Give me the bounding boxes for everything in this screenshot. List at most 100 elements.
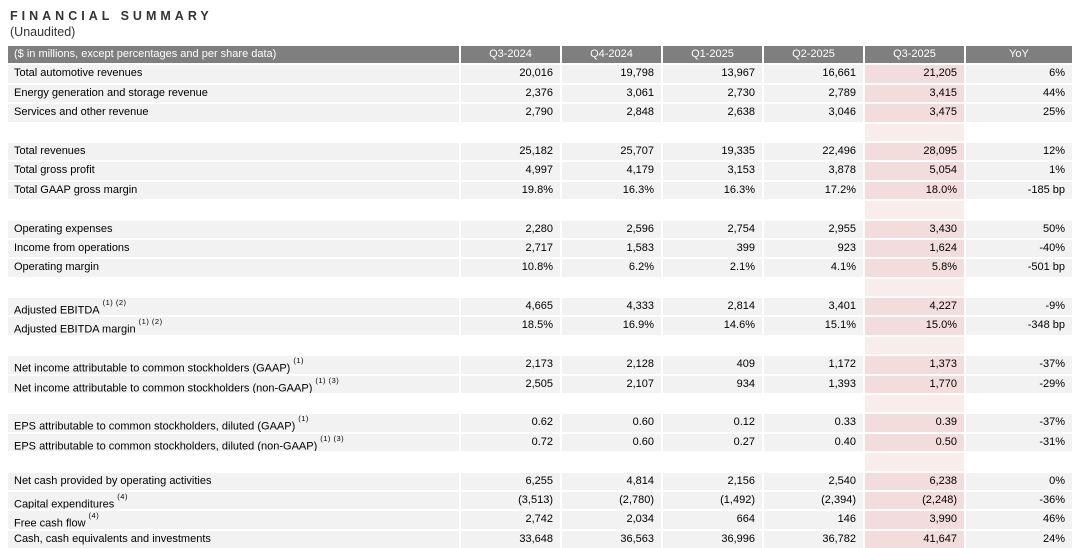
cell-value: 15.1% [764, 317, 863, 335]
row-label: Capital expenditures [14, 498, 115, 510]
yoy-value: 50% [966, 220, 1072, 238]
spacer-cell [764, 124, 863, 141]
cell-value: 2,596 [562, 220, 661, 238]
spacer-cell [764, 279, 863, 296]
yoy-value: -501 bp [966, 259, 1072, 277]
row-label-cell: Net income attributable to common stockh… [8, 375, 459, 394]
cell-value-highlight: 0.39 [865, 414, 964, 432]
cell-value-highlight: 3,475 [865, 104, 964, 122]
cell-value: (2,394) [764, 491, 863, 510]
yoy-value: 24% [966, 530, 1072, 548]
cell-value: 16.3% [663, 181, 762, 200]
spacer-cell [461, 453, 560, 470]
spacer-cell [663, 337, 762, 354]
table-row: Total GAAP gross margin 19.8% 16.3% 16.3% 17… [8, 181, 1072, 200]
row-label-cell: Total GAAP gross margin [8, 181, 459, 200]
row-label-cell: Free cash flow(4) [8, 511, 459, 529]
cell-value: 33,648 [461, 530, 560, 548]
header-cell: Q1-2025 [663, 46, 762, 64]
spacer-cell [966, 337, 1072, 354]
spacer-cell [865, 278, 964, 297]
cell-value: 2,754 [663, 220, 762, 238]
yoy-value: -185 bp [966, 181, 1072, 200]
cell-value-highlight: 3,990 [865, 511, 964, 529]
cell-value: 0.40 [764, 433, 863, 452]
row-label: Free cash flow [14, 518, 86, 529]
yoy-value: -348 bp [966, 317, 1072, 335]
cell-value: 16.3% [562, 181, 661, 200]
header-cell: Q3-2025 [865, 46, 964, 64]
yoy-value: 6% [966, 65, 1072, 83]
cell-value: 0.60 [562, 414, 661, 432]
spacer-cell [562, 201, 661, 218]
cell-value: 2,717 [461, 239, 560, 258]
cell-value: 399 [663, 239, 762, 258]
cell-value: 2,540 [764, 472, 863, 490]
cell-value: 17.2% [764, 181, 863, 200]
spacer-cell [865, 453, 964, 471]
spacer-cell [461, 395, 560, 412]
spacer-cell [461, 279, 560, 296]
cell-value: 2,173 [461, 356, 560, 374]
row-label-cell: Total gross profit [8, 162, 459, 180]
spacer-cell [461, 337, 560, 354]
table-row: Income from operations 2,717 1,583 399 923 1,… [8, 239, 1072, 258]
yoy-value: -40% [966, 239, 1072, 258]
cell-value: 934 [663, 375, 762, 394]
cell-value: 6,255 [461, 472, 560, 490]
cell-value: 0.12 [663, 414, 762, 432]
spacer-cell [8, 453, 459, 470]
row-label-cell: Income from operations [8, 239, 459, 258]
cell-value: 409 [663, 356, 762, 374]
cell-value: 2,638 [663, 104, 762, 122]
spacer-cell [764, 395, 863, 412]
spacer-cell [764, 201, 863, 218]
row-label-footnote: (1) [293, 356, 305, 366]
page-title: FINANCIAL SUMMARY [10, 9, 213, 23]
spacer-row [8, 336, 1072, 355]
cell-value: 2.1% [663, 259, 762, 277]
row-label-cell: Energy generation and storage revenue [8, 84, 459, 103]
spacer-cell [562, 453, 661, 470]
cell-value: 14.6% [663, 317, 762, 335]
row-label-cell: EPS attributable to common stockholders,… [8, 414, 459, 432]
row-label: Net income attributable to common stockh… [14, 362, 291, 374]
row-label-footnote: (1) (3) [315, 375, 340, 385]
spacer-cell [966, 201, 1072, 218]
table-row: Operating margin 10.8% 6.2% 2.1% 4.1% 5.8% -50… [8, 259, 1072, 277]
yoy-value: -37% [966, 356, 1072, 374]
spacer-cell [562, 395, 661, 412]
header-cell: Q2-2025 [764, 46, 863, 64]
spacer-cell [8, 124, 459, 141]
financial-table: ($ in millions, except percentages and p… [8, 46, 1072, 548]
spacer-row [8, 395, 1072, 413]
cell-value: 2,848 [562, 104, 661, 122]
cell-value-highlight: 18.0% [865, 181, 964, 200]
row-label: Total automotive revenues [14, 67, 143, 80]
cell-value: 2,955 [764, 220, 863, 238]
spacer-row [8, 278, 1072, 297]
yoy-value: 1% [966, 162, 1072, 180]
spacer-cell [461, 201, 560, 218]
row-label-cell: Net income attributable to common stockh… [8, 356, 459, 374]
row-label-footnote: (4) [88, 511, 100, 521]
spacer-cell [865, 395, 964, 413]
table-header-row: ($ in millions, except percentages and p… [8, 46, 1072, 64]
row-label: Operating margin [14, 261, 99, 274]
cell-value: 2,742 [461, 511, 560, 529]
table-row: Net cash provided by operating activitie… [8, 472, 1072, 490]
table-row: Total revenues 25,182 25,707 19,335 22,496 28… [8, 142, 1072, 161]
header-cell: ($ in millions, except percentages and p… [8, 46, 459, 64]
cell-value: 1,393 [764, 375, 863, 394]
yoy-value: -29% [966, 375, 1072, 394]
spacer-cell [663, 279, 762, 296]
cell-value: 2,107 [562, 375, 661, 394]
cell-value-highlight: 41,647 [865, 530, 964, 548]
cell-value: 36,996 [663, 530, 762, 548]
spacer-cell [663, 201, 762, 218]
row-label-footnote: (4) [117, 491, 128, 501]
table-row: EPS attributable to common stockholders,… [8, 433, 1072, 452]
table-row: Net income attributable to common stockh… [8, 356, 1072, 374]
cell-value: 2,789 [764, 84, 863, 103]
row-label-cell: Total automotive revenues [8, 65, 459, 83]
